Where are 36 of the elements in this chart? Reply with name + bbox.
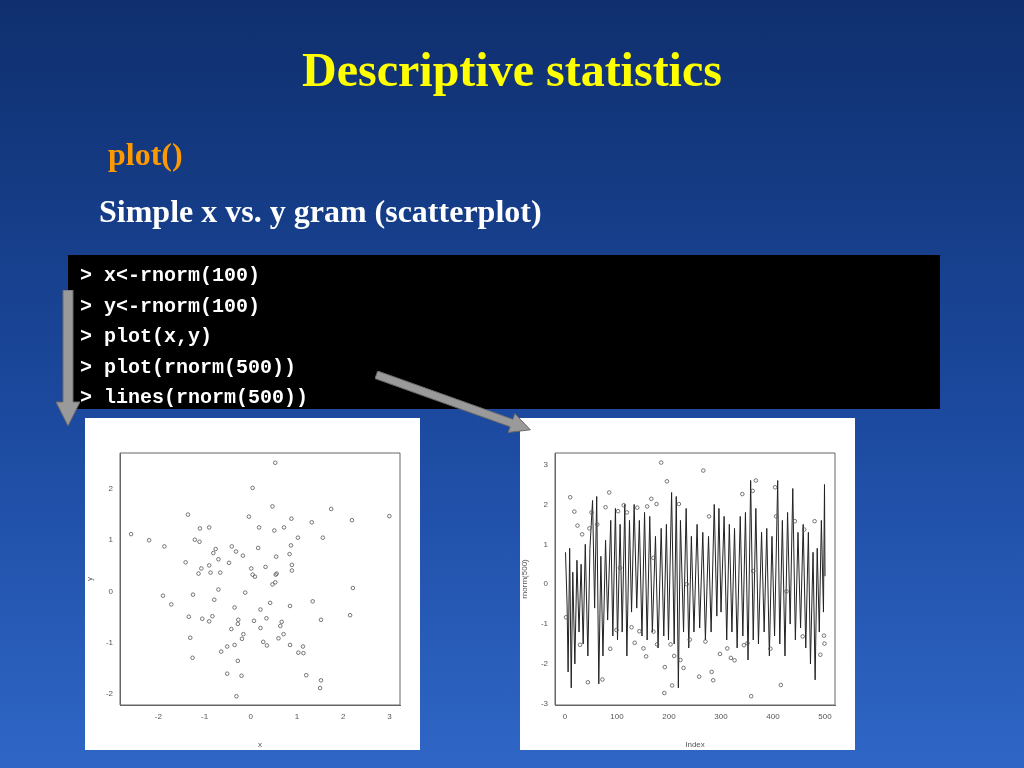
text: > lines(rnorm(500)): [80, 385, 310, 411]
x-tick-label: 100: [610, 712, 625, 721]
x-tick-label: 300: [714, 712, 729, 721]
x-tick-label: 500: [818, 712, 833, 721]
x-tick-label: 0: [248, 712, 254, 721]
x-tick-label: 2: [340, 712, 346, 721]
y-tick-label: -1: [105, 638, 114, 648]
x-tick-label: 400: [766, 712, 781, 721]
text: plot(): [108, 136, 183, 173]
y-axis-title: rnorm(500): [520, 558, 529, 599]
x-axis-title: x: [258, 740, 262, 750]
text: > plot(x,y): [80, 324, 214, 350]
y-tick-label: -2: [105, 689, 114, 699]
text: > y<-rnorm(100): [80, 293, 262, 320]
y-tick-label: 1: [108, 535, 114, 545]
y-tick-label: 3: [543, 459, 549, 469]
x-tick-label: 200: [662, 712, 677, 721]
y-tick-label: -1: [540, 619, 549, 629]
y-tick-label: 0: [108, 586, 114, 596]
x-tick-label: 3: [387, 712, 393, 721]
x-tick-label: 0: [562, 712, 568, 721]
y-tick-label: -2: [540, 659, 549, 669]
text: Descriptive statistics: [301, 42, 723, 97]
y-tick-label: 0: [543, 579, 549, 589]
y-tick-label: 2: [543, 499, 549, 509]
text: > x<-rnorm(100): [80, 263, 262, 289]
text: > plot(rnorm(500)): [80, 354, 298, 381]
y-tick-label: -3: [540, 699, 549, 709]
x-tick-label: 1: [294, 712, 300, 721]
text: Simple x vs. y gram (scatterplot): [99, 193, 542, 230]
y-tick-label: 2: [108, 484, 114, 494]
x-tick-label: -2: [154, 712, 163, 721]
x-axis-title: Index: [685, 740, 705, 750]
y-axis-title: y: [85, 577, 94, 581]
x-tick-label: -1: [200, 712, 209, 721]
y-tick-label: 1: [543, 539, 549, 549]
